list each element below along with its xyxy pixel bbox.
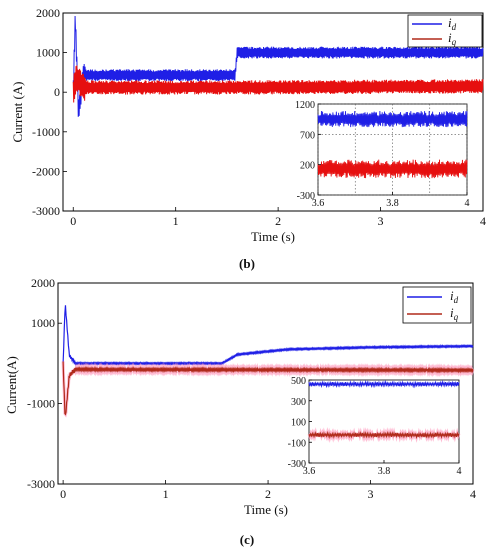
legend-c-i-q: i — [450, 305, 454, 320]
chart-b-ytick-label: 0 — [54, 85, 60, 99]
chart-b-ticks: 0 1 2 3 4 -3000 -2000 -1000 0 1000 2000 — [32, 6, 486, 228]
chart-c-xtick-label: 4 — [470, 487, 476, 501]
chart-b-legend-label-q: iq — [448, 30, 457, 47]
chart-b-inset-ytick-label: 700 — [300, 130, 315, 141]
chart-c-inset-ytick-label: -300 — [288, 459, 306, 470]
chart-b-inset-series — [317, 111, 468, 179]
chart-b-inset-ticks: 3.6 3.8 4 -300 200 700 1200 — [295, 100, 470, 209]
chart-c-xlabel: Time (s) — [244, 502, 288, 517]
chart-b-inset-ytick-label: 200 — [300, 161, 315, 172]
chart-c-legend: id iq — [402, 286, 472, 324]
chart-c-inset-xtick-label: 3.8 — [378, 466, 391, 477]
chart-b-inset-series-d — [317, 111, 468, 128]
chart-b-ytick-label: -3000 — [32, 204, 60, 218]
chart-c-inset-series — [307, 379, 461, 443]
chart-b-ytick-label: 1000 — [36, 46, 60, 60]
chart-b-inset-ytick-label: -300 — [297, 191, 315, 202]
legend-b-sub-q: q — [452, 37, 457, 47]
chart-c-inset-ytick-label: 300 — [291, 397, 306, 408]
legend-b-sub-d: d — [452, 22, 457, 32]
chart-c-xtick-label: 3 — [368, 487, 374, 501]
chart-c-inset-ticks: 3.6 3.8 4 -300 -100 100 300 500 — [288, 376, 462, 477]
chart-b-ytick-label: 2000 — [36, 6, 60, 20]
legend-c-sub-d: d — [454, 295, 459, 305]
chart-b-legend-label-d: id — [448, 15, 457, 32]
chart-c-ytick-label: 1000 — [31, 316, 55, 330]
legend-b-i-q: i — [448, 30, 452, 45]
chart-c-xtick-label: 1 — [163, 487, 169, 501]
chart-c-inset-series-d — [308, 379, 460, 389]
chart-b-series-q — [72, 65, 484, 103]
legend-b-i-d: i — [448, 15, 452, 30]
chart-b-inset-xtick-label: 4 — [465, 198, 470, 209]
chart-c-panel-label: (c) — [240, 532, 254, 547]
chart-c-legend-box — [402, 286, 472, 324]
chart-c-ticks: 0 1 2 3 4 -3000 -1000 1000 2000 — [27, 276, 476, 501]
chart-c-inset-xtick-label: 4 — [457, 466, 462, 477]
chart-c-ylabel: Current(A) — [4, 356, 19, 414]
chart-b-inset: 3.6 3.8 4 -300 200 700 1200 — [295, 100, 470, 209]
chart-c-inset-ytick-label: -100 — [288, 438, 306, 449]
chart-c-xtick-label: 0 — [60, 487, 66, 501]
chart-c: 0 1 2 3 4 -3000 -1000 1000 2000 Current(A) Time … — [4, 276, 476, 547]
chart-b-xtick-label: 3 — [378, 214, 384, 228]
chart-c-inset-xtick-label: 3.6 — [303, 466, 316, 477]
chart-c-series-q — [62, 361, 474, 416]
chart-c-xtick-label: 2 — [265, 487, 271, 501]
chart-b-inset-xtick-label: 3.6 — [312, 198, 325, 209]
chart-b-panel-label: (b) — [239, 256, 255, 271]
chart-b-inset-ytick-label: 1200 — [295, 100, 315, 111]
legend-c-i-d: i — [450, 288, 454, 303]
chart-b-legend-box — [407, 14, 483, 48]
chart-b-inset-series-q — [317, 159, 468, 179]
chart-c-ytick-label: -1000 — [27, 397, 55, 411]
chart-c-inset-series-q — [308, 430, 460, 440]
chart-c-inset-area — [308, 379, 460, 464]
legend-c-sub-q: q — [454, 312, 459, 322]
chart-c-legend-label-d: id — [450, 288, 459, 305]
chart-b-xlabel: Time (s) — [251, 229, 295, 244]
chart-c-inset: 3.6 3.8 4 -300 -100 100 300 500 — [288, 376, 462, 477]
chart-b-xtick-label: 4 — [480, 214, 486, 228]
chart-c-inset-ytick-label: 100 — [291, 418, 306, 429]
chart-b-xtick-label: 0 — [70, 214, 76, 228]
chart-c-ytick-label: -3000 — [27, 477, 55, 491]
chart-b-legend: id iq — [407, 14, 483, 48]
chart-c-legend-label-q: iq — [450, 305, 459, 322]
chart-b: 0 1 2 3 4 -3000 -2000 -1000 0 1000 2000 Current (A… — [10, 6, 486, 271]
chart-b-ylabel: Current (A) — [10, 81, 25, 142]
chart-b-ytick-label: -2000 — [32, 164, 60, 178]
chart-b-xtick-label: 2 — [275, 214, 281, 228]
chart-b-ytick-label: -1000 — [32, 125, 60, 139]
chart-c-series — [61, 305, 475, 418]
chart-b-inset-xtick-label: 3.8 — [386, 198, 399, 209]
chart-c-inset-ytick-label: 500 — [291, 376, 306, 387]
chart-c-ytick-label: 2000 — [31, 276, 55, 290]
chart-b-xtick-label: 1 — [173, 214, 179, 228]
chart-c-series-d — [62, 305, 474, 366]
